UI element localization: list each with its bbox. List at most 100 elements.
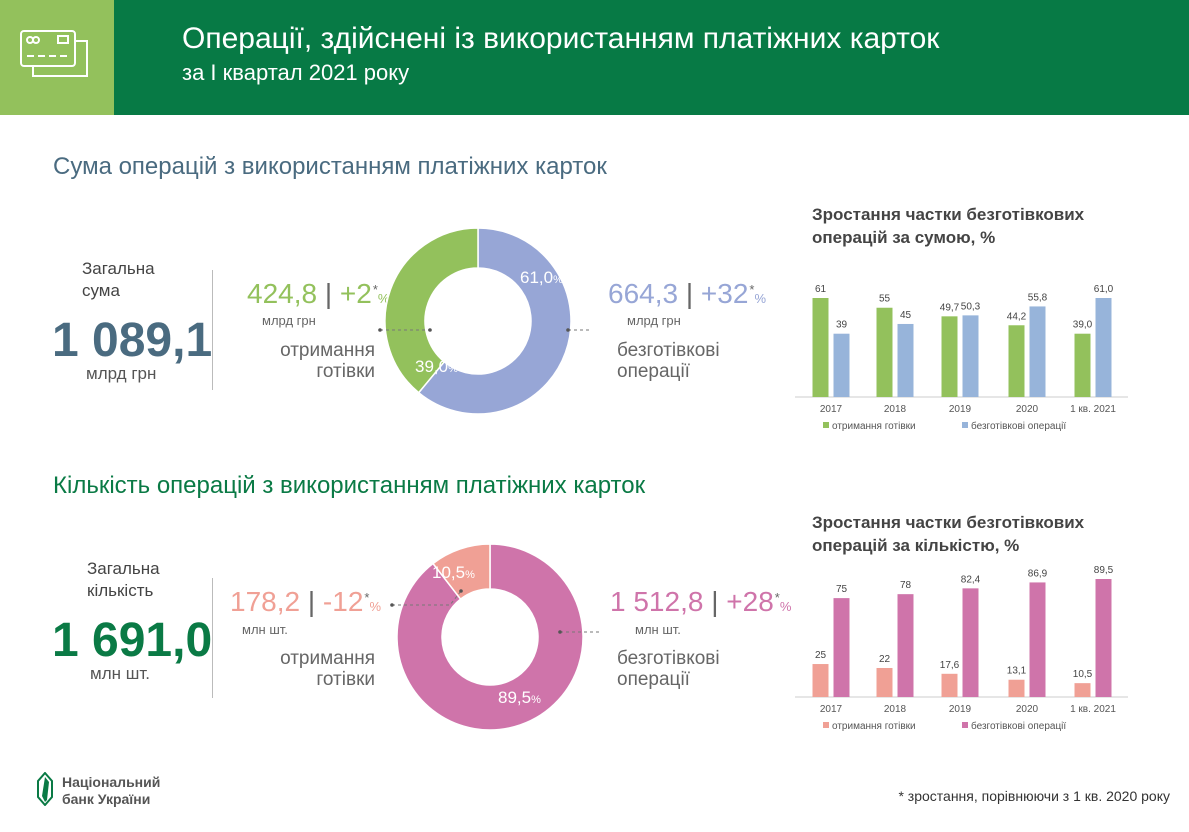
nbu-logo-icon — [37, 772, 53, 806]
bar-data-label: 25 — [815, 650, 827, 661]
footnote-star: * — [372, 281, 378, 297]
count-cash-value: 178,2 | -12*% — [230, 586, 381, 618]
bar — [941, 316, 958, 397]
count-cashless-value: 1 512,8 | +28*% — [610, 586, 791, 618]
title-line1: Зростання частки безготівкових — [812, 205, 1085, 224]
percent-sign: % — [369, 599, 382, 614]
label-line2: готівки — [316, 361, 375, 382]
separator: | — [324, 278, 333, 309]
bar-data-label: 39,0 — [1073, 320, 1093, 331]
x-tick-label: 2019 — [949, 704, 972, 715]
label-line2: операції — [617, 361, 690, 382]
header-icon-panel — [0, 0, 114, 115]
leader-dot — [390, 603, 394, 607]
legend-swatch — [962, 422, 968, 428]
bar — [1074, 683, 1091, 697]
separator: | — [685, 278, 694, 309]
bar-data-label: 61 — [815, 284, 827, 295]
legend-swatch — [962, 722, 968, 728]
page-title: Операції, здійснені із використанням пла… — [182, 22, 940, 55]
count-cashless-unit: млн шт. — [635, 622, 681, 637]
sum-donut-chart: 61,0% 39,0% — [378, 227, 590, 415]
count-cash-amount: 178,2 — [230, 586, 301, 617]
donut-slice — [431, 543, 491, 601]
sum-cashless-growth: +32 — [700, 278, 749, 309]
bar-data-label: 78 — [900, 580, 912, 591]
x-tick-label: 2017 — [820, 704, 843, 715]
count-cash-unit: млн шт. — [242, 622, 288, 637]
bar-data-label: 22 — [879, 654, 891, 665]
bar — [833, 598, 850, 697]
bar-data-label: 75 — [836, 584, 848, 595]
label-line2: готівки — [316, 669, 375, 690]
bar-data-label: 61,0 — [1094, 284, 1114, 295]
sum-cashless-unit: млрд грн — [627, 313, 681, 328]
sum-bar-chart: 61 39 2017 55 45 2018 49,7 50,3 2019 44,255,8 2020… — [795, 284, 1128, 432]
count-section-title: Кількість операцій з використанням платі… — [53, 472, 646, 499]
x-tick-label: 1 кв. 2021 — [1070, 404, 1116, 415]
donut-slice-label: 89,5% — [498, 688, 541, 707]
count-cash-label: отримання готівки — [255, 648, 375, 690]
separator: | — [711, 586, 719, 617]
sum-total-label-line2: сума — [82, 281, 120, 300]
x-tick-label: 2019 — [949, 404, 972, 415]
bar — [1029, 306, 1046, 397]
bar — [876, 307, 893, 397]
donut-slice — [417, 227, 572, 415]
nbu-logo-text: Національний банк України — [62, 774, 160, 808]
donut-slice — [396, 543, 584, 731]
legend-label: отримання готівки — [832, 721, 916, 732]
count-cashless-amount: 1 512,8 — [610, 586, 704, 617]
footnote-star: * — [774, 589, 780, 605]
page-subtitle: за I квартал 2021 року — [182, 60, 410, 85]
title-line2: операцій за кількістю, % — [812, 536, 1020, 555]
percent-sign: % — [779, 599, 792, 614]
bar — [833, 333, 850, 397]
x-tick-label: 2020 — [1016, 404, 1039, 415]
count-cashless-label: безготівкові операції — [617, 648, 720, 690]
sum-cash-amount: 424,8 — [247, 278, 318, 309]
bar-data-label: 86,9 — [1028, 568, 1048, 579]
label-line2: операції — [617, 669, 690, 690]
divider — [212, 270, 213, 390]
logo-line2: банк України — [62, 791, 151, 807]
bar — [897, 594, 914, 697]
bar-data-label: 89,5 — [1094, 565, 1114, 576]
sum-total-unit: млрд грн — [86, 364, 157, 383]
leader-dot — [566, 328, 570, 332]
count-total-unit: млн шт. — [90, 664, 150, 683]
footnote-star: * — [749, 281, 755, 297]
count-bar-chart-title: Зростання частки безготівкових операцій … — [812, 511, 1084, 557]
legend-label: безготівкові операції — [971, 720, 1066, 732]
x-tick-label: 2017 — [820, 404, 843, 415]
donut-slice — [384, 227, 479, 394]
x-tick-label: 2018 — [884, 704, 907, 715]
title-line2: операцій за сумою, % — [812, 228, 996, 247]
bar-data-label: 45 — [900, 310, 912, 321]
legend-swatch — [823, 422, 829, 428]
x-tick-label: 2018 — [884, 404, 907, 415]
bar-data-label: 55,8 — [1028, 292, 1048, 303]
percent-sign: % — [754, 291, 767, 306]
bar — [1095, 579, 1112, 697]
leader-dot — [459, 589, 463, 593]
bar — [941, 673, 958, 697]
bar — [897, 323, 914, 397]
leader-dot — [558, 630, 562, 634]
sum-total-value: 1 089,1 — [52, 314, 213, 367]
bar — [876, 667, 893, 697]
legend-label: отримання готівки — [832, 421, 916, 432]
leader-line — [392, 590, 462, 606]
header-banner — [114, 0, 1189, 115]
footnote-star: * — [364, 589, 370, 605]
count-total-value: 1 691,0 — [52, 614, 213, 667]
sum-cashless-value: 664,3 | +32*% — [608, 278, 766, 310]
bar-data-label: 39 — [836, 320, 848, 331]
bar-data-label: 13,1 — [1007, 666, 1027, 677]
bar-data-label: 49,7 — [940, 302, 960, 313]
sum-cash-unit: млрд грн — [262, 313, 316, 328]
bar — [812, 298, 829, 397]
count-bar-chart: 25 75 2017 22 78 2018 17,6 82,4 2019 13,1 86,9 2020… — [795, 565, 1128, 732]
bar — [1008, 325, 1025, 397]
legend-swatch — [823, 722, 829, 728]
